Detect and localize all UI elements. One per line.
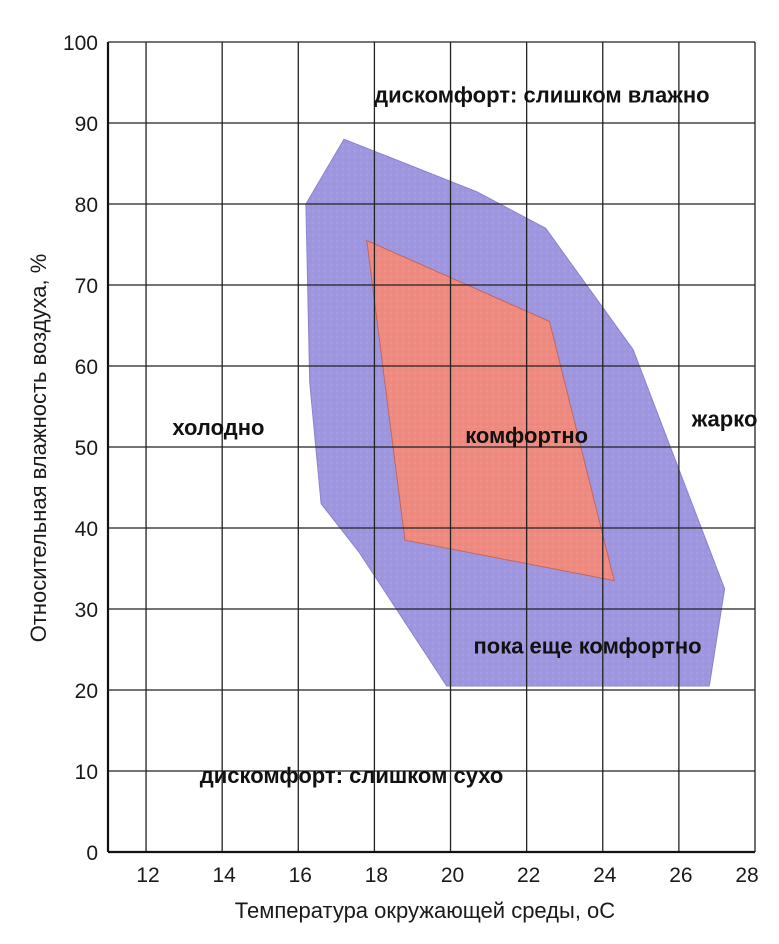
y-tick-label: 20 [75,680,98,703]
grid-layer [106,41,756,854]
zone-label: дискомфорт: слишком влажно [374,83,709,108]
zone-label: холодно [172,415,264,440]
zone-label: пока еще комфортно [473,633,701,658]
y-axis-title: Относительная влажность воздуха, % [26,254,51,643]
y-tick-label: 0 [86,842,98,865]
x-tick-label: 18 [365,864,388,887]
y-tick-label: 50 [75,437,98,460]
x-axis-title: Температура окружающей среды, oC [235,898,615,923]
y-tick-label: 30 [75,599,98,622]
y-tick-label: 60 [75,356,98,379]
y-tick-label: 70 [75,275,98,298]
x-tick-label: 26 [669,864,692,887]
x-tick-label: 14 [212,864,236,887]
y-tick-label: 80 [75,194,98,217]
y-tick-label: 40 [75,518,98,541]
region-texture-comfort [366,240,615,581]
zone-label: дискомфорт: слишком сухо [200,763,504,788]
x-tick-label: 12 [136,864,159,887]
x-tick-label: 28 [735,864,758,887]
labels-layer: дискомфорт: слишком влажно холодно комфорт… [172,83,757,788]
zone-label: жарко [691,407,758,432]
x-tick-label: 20 [441,864,464,887]
x-tick-label: 16 [289,864,312,887]
zone-label: комфортно [465,423,588,448]
x-tick-label: 22 [517,864,540,887]
y-tick-label: 100 [63,32,98,55]
y-tick-label: 90 [75,113,98,136]
ticks-layer: 12 14 16 18 20 22 24 26 28 0 10 20 30 40 50 60 70 80 90 100 [63,32,759,887]
y-tick-label: 10 [75,761,98,784]
x-tick-label: 24 [593,864,617,887]
regions-layer [305,138,726,687]
